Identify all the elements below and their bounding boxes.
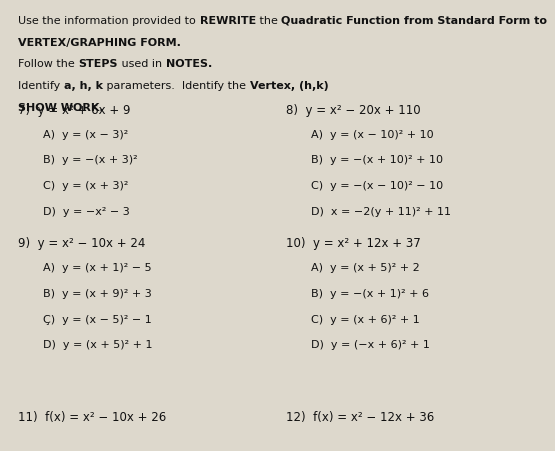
Text: C)  y = (x + 6)² + 1: C) y = (x + 6)² + 1 [311, 314, 420, 324]
Text: Use the information provided to: Use the information provided to [18, 16, 200, 26]
Text: B)  y = −(x + 3)²: B) y = −(x + 3)² [43, 155, 138, 165]
Text: NOTES.: NOTES. [166, 59, 212, 69]
Text: D)  y = (−x + 6)² + 1: D) y = (−x + 6)² + 1 [311, 340, 430, 350]
Text: Ç)  y = (x − 5)² − 1: Ç) y = (x − 5)² − 1 [43, 314, 152, 324]
Text: STEPS: STEPS [79, 59, 118, 69]
Text: A)  y = (x + 5)² + 2: A) y = (x + 5)² + 2 [311, 262, 420, 272]
Text: 10)  y = x² + 12x + 37: 10) y = x² + 12x + 37 [286, 237, 421, 250]
Text: D)  x = −2(y + 11)² + 11: D) x = −2(y + 11)² + 11 [311, 207, 451, 216]
Text: Quadratic Function from Standard Form to: Quadratic Function from Standard Form to [281, 16, 547, 26]
Text: the: the [256, 16, 281, 26]
Text: REWRITE: REWRITE [200, 16, 256, 26]
Text: A)  y = (x − 3)²: A) y = (x − 3)² [43, 129, 129, 139]
Text: a, h, k: a, h, k [64, 81, 103, 91]
Text: B)  y = (x + 9)² + 3: B) y = (x + 9)² + 3 [43, 288, 152, 298]
Text: used in: used in [118, 59, 166, 69]
Text: 9)  y = x² − 10x + 24: 9) y = x² − 10x + 24 [18, 237, 146, 250]
Text: B)  y = −(x + 1)² + 6: B) y = −(x + 1)² + 6 [311, 288, 429, 298]
Text: A)  y = (x + 1)² − 5: A) y = (x + 1)² − 5 [43, 262, 152, 272]
Text: A)  y = (x − 10)² + 10: A) y = (x − 10)² + 10 [311, 129, 433, 139]
Text: C)  y = (x + 3)²: C) y = (x + 3)² [43, 181, 129, 191]
Text: B)  y = −(x + 10)² + 10: B) y = −(x + 10)² + 10 [311, 155, 443, 165]
Text: D)  y = −x² − 3: D) y = −x² − 3 [43, 207, 130, 216]
Text: 12)  f(x) = x² − 12x + 36: 12) f(x) = x² − 12x + 36 [286, 410, 434, 423]
Text: parameters.  Identify the: parameters. Identify the [103, 81, 250, 91]
Text: VERTEX/GRAPHING FORM.: VERTEX/GRAPHING FORM. [18, 37, 181, 47]
Text: 7)  y = x² + 6x + 9: 7) y = x² + 6x + 9 [18, 104, 131, 117]
Text: SHOW WORK.: SHOW WORK. [18, 102, 104, 112]
Text: D)  y = (x + 5)² + 1: D) y = (x + 5)² + 1 [43, 340, 153, 350]
Text: Identify: Identify [18, 81, 64, 91]
Text: Follow the: Follow the [18, 59, 79, 69]
Text: 11)  f(x) = x² − 10x + 26: 11) f(x) = x² − 10x + 26 [18, 410, 166, 423]
Text: C)  y = −(x − 10)² − 10: C) y = −(x − 10)² − 10 [311, 181, 443, 191]
Text: 8)  y = x² − 20x + 110: 8) y = x² − 20x + 110 [286, 104, 421, 117]
Text: Vertex, (h,k): Vertex, (h,k) [250, 81, 329, 91]
